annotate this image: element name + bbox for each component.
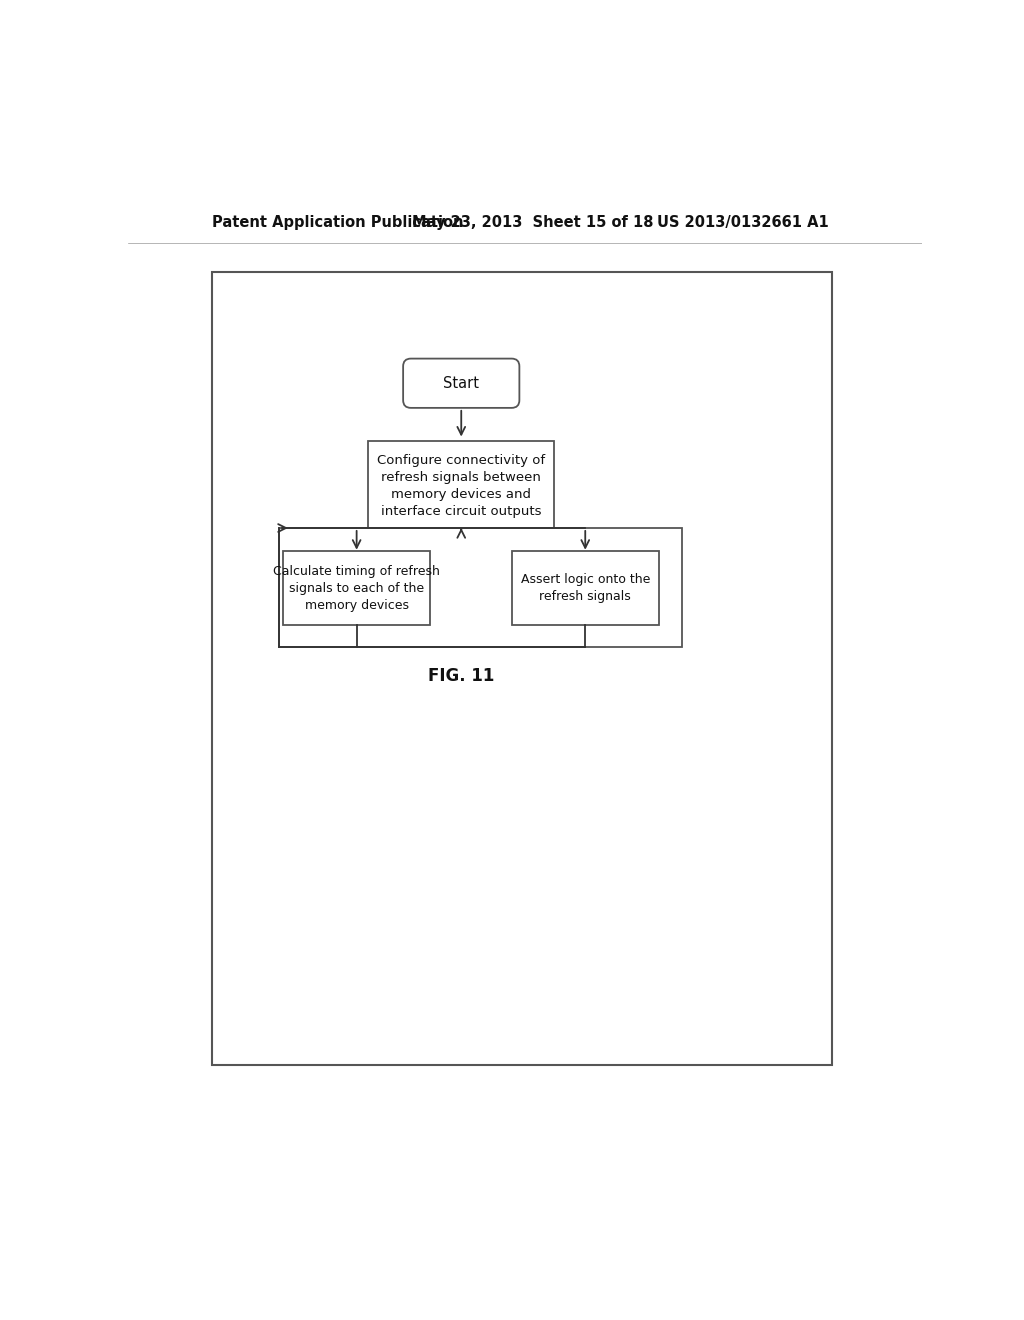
- Text: May 23, 2013  Sheet 15 of 18: May 23, 2013 Sheet 15 of 18: [413, 215, 654, 230]
- FancyBboxPatch shape: [283, 552, 430, 624]
- Text: Assert logic onto the
refresh signals: Assert logic onto the refresh signals: [520, 573, 650, 603]
- Text: Patent Application Publication: Patent Application Publication: [212, 215, 463, 230]
- FancyBboxPatch shape: [280, 528, 682, 647]
- Text: FIG. 11: FIG. 11: [428, 667, 495, 685]
- FancyBboxPatch shape: [212, 272, 831, 1065]
- FancyBboxPatch shape: [369, 441, 554, 529]
- FancyBboxPatch shape: [512, 552, 658, 624]
- Text: US 2013/0132661 A1: US 2013/0132661 A1: [657, 215, 829, 230]
- FancyBboxPatch shape: [403, 359, 519, 408]
- Text: Calculate timing of refresh
signals to each of the
memory devices: Calculate timing of refresh signals to e…: [273, 565, 440, 611]
- Text: Start: Start: [443, 376, 479, 391]
- Text: Configure connectivity of
refresh signals between
memory devices and
interface c: Configure connectivity of refresh signal…: [377, 454, 546, 517]
